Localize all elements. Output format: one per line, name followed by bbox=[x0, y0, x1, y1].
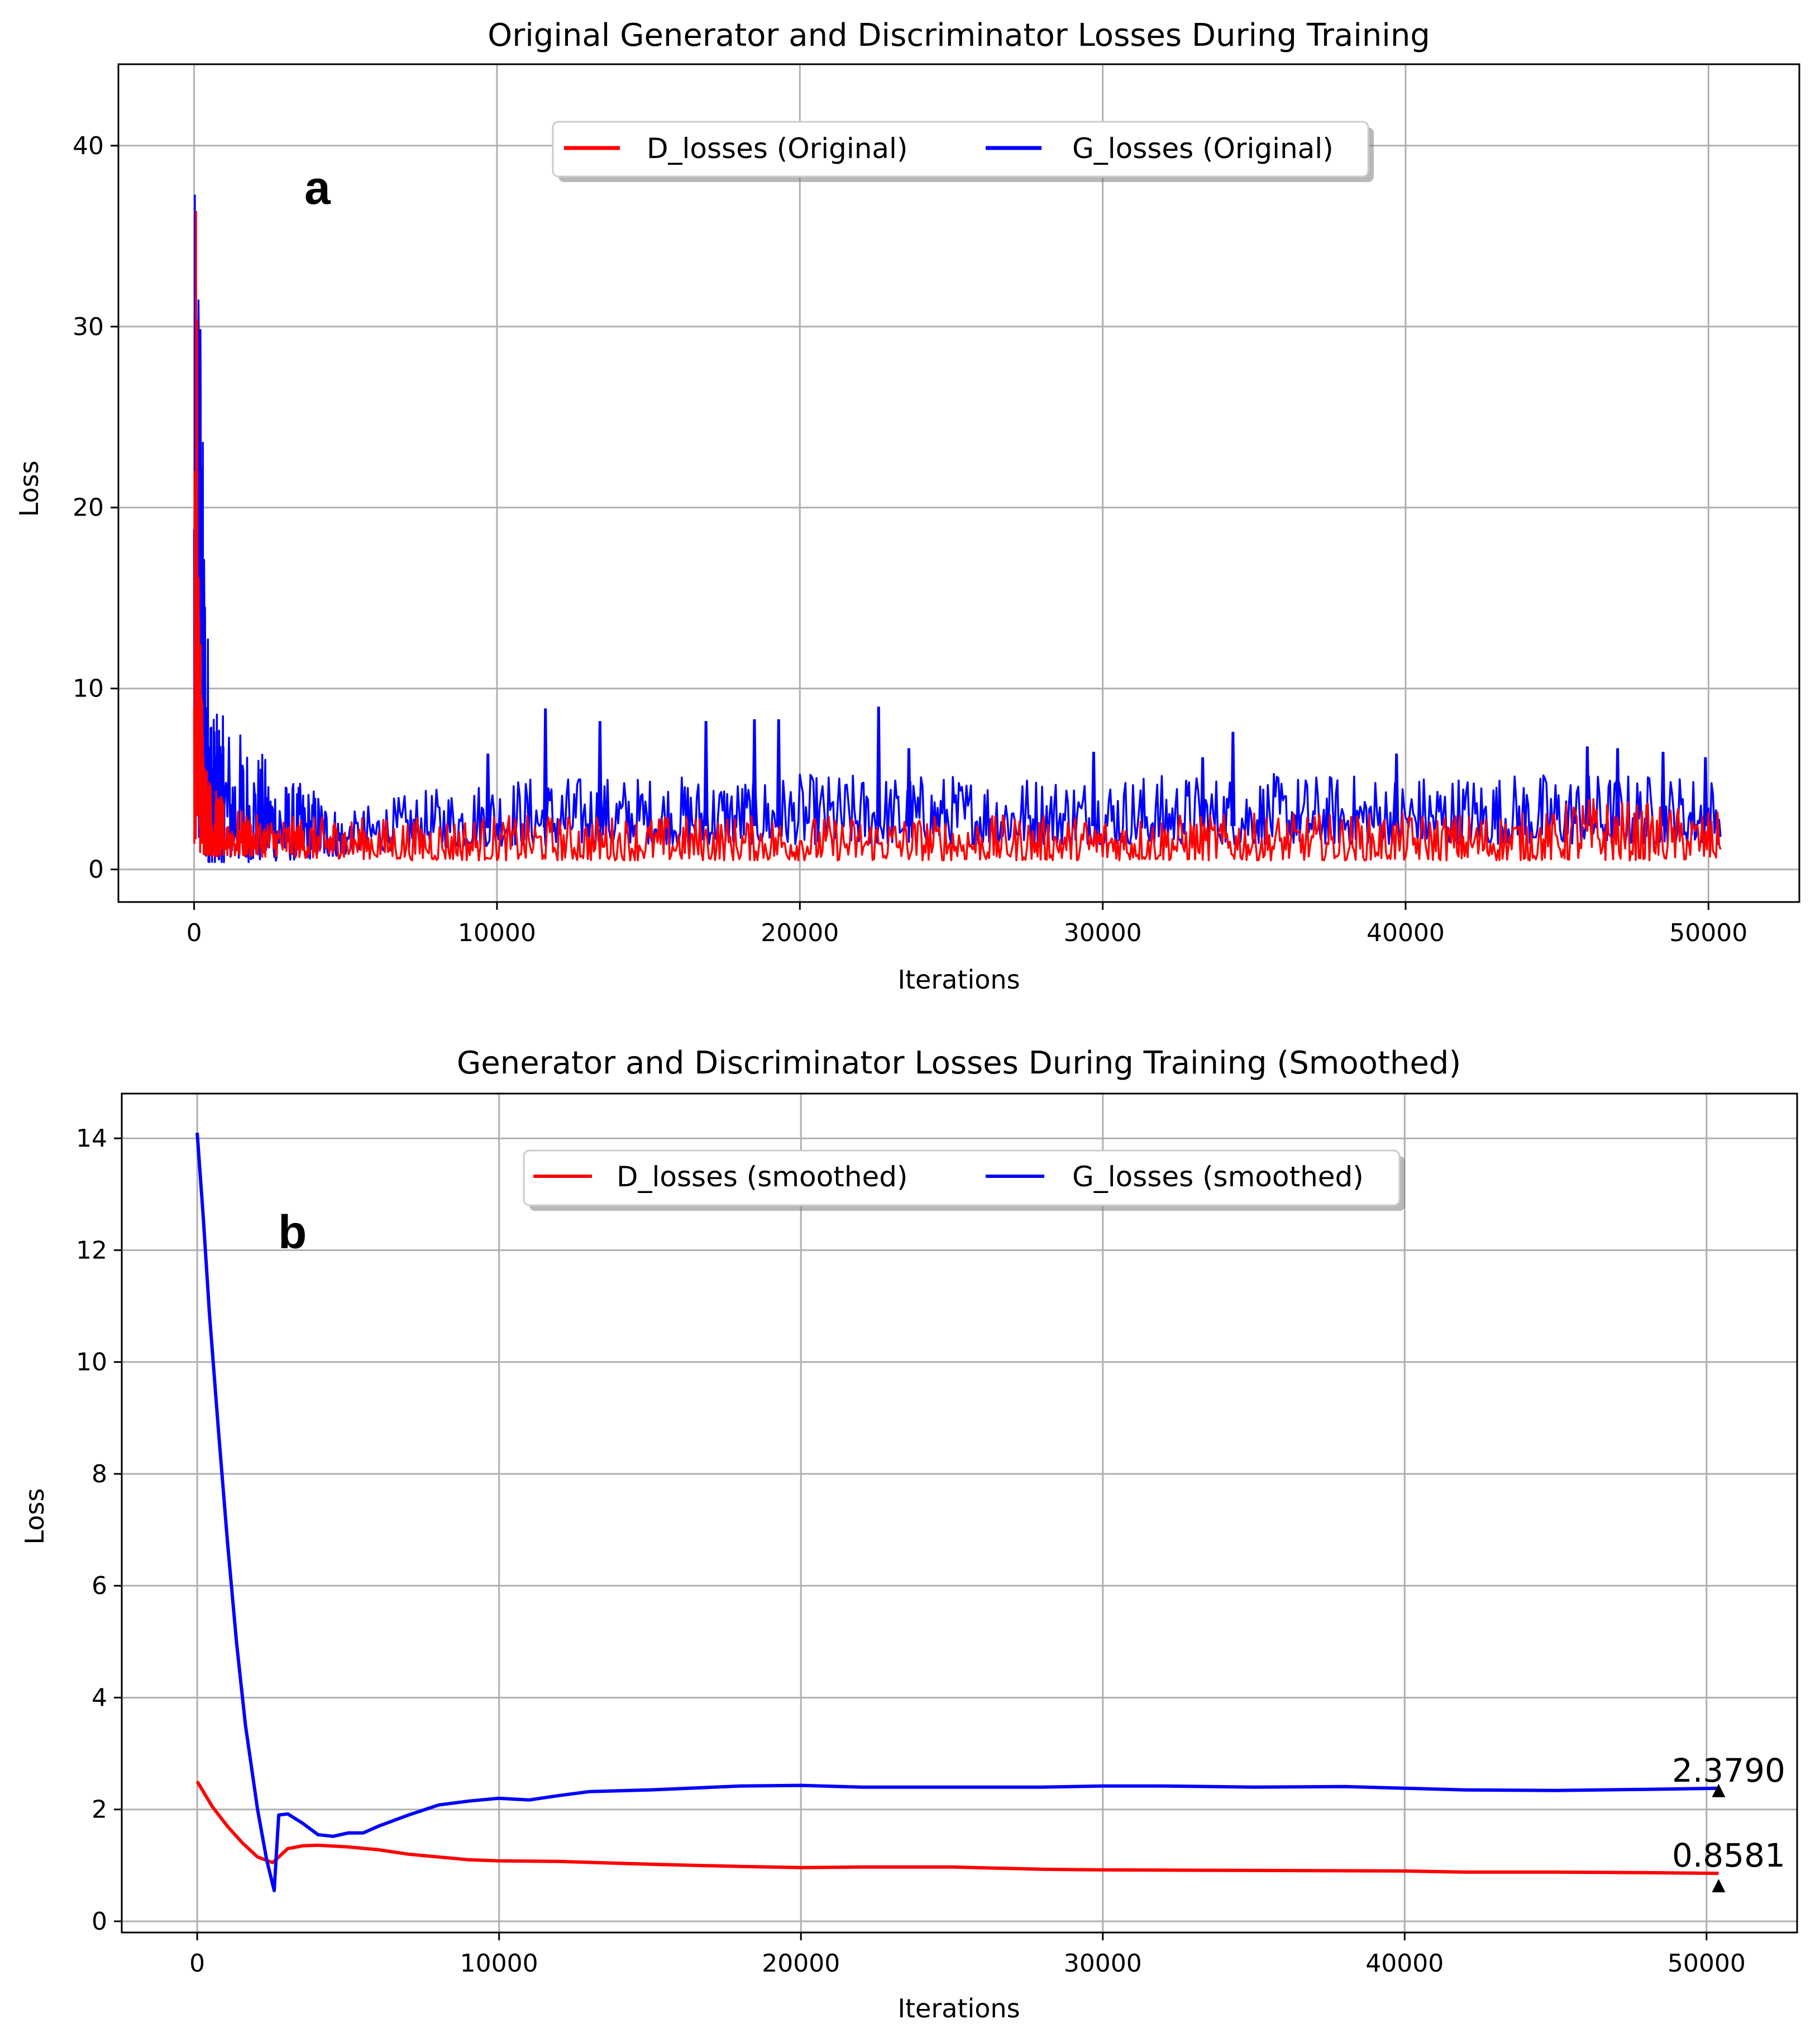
panel-b-x-tick-label: 10000 bbox=[460, 1949, 538, 1978]
panel-a-chart: Original Generator and Discriminator Los… bbox=[14, 17, 1800, 995]
g-loss-original-spike bbox=[752, 719, 757, 826]
panel-a-legend-g-label: G_losses (Original) bbox=[1072, 132, 1334, 165]
panel-a-legend-box bbox=[552, 121, 1369, 178]
panel-b-x-tick-label: 20000 bbox=[762, 1949, 840, 1978]
panel-b-y-tick-labels: 0 2 4 6 8 10 12 14 bbox=[76, 1124, 107, 1936]
panel-b-series bbox=[195, 1132, 1719, 1892]
panel-b-ticks bbox=[114, 1137, 1708, 1940]
d-loss-original-line bbox=[193, 211, 1722, 862]
panel-a-y-axis-label: Loss bbox=[14, 461, 44, 517]
panel-a-x-tick-label: 50000 bbox=[1669, 919, 1747, 947]
g-loss-original-spike bbox=[1703, 757, 1708, 826]
g-loss-original-spike bbox=[703, 720, 709, 826]
panel-b-plot-frame bbox=[121, 1092, 1798, 1934]
panel-b-x-axis-label: Iterations bbox=[897, 1993, 1020, 2024]
panel-b-y-tick-label: 14 bbox=[76, 1124, 107, 1153]
panel-b-y-tick-label: 8 bbox=[92, 1460, 107, 1488]
panel-b-annotations: 2.3790 0.8581 bbox=[1672, 1752, 1785, 1893]
panel-b-chart: Generator and Discriminator Losses Durin… bbox=[20, 1045, 1798, 2024]
panel-b-x-tick-label: 30000 bbox=[1064, 1949, 1142, 1978]
panel-b-y-tick-label: 6 bbox=[92, 1572, 107, 1600]
g-loss-original-line bbox=[193, 194, 1722, 863]
d-final-value-annotation: 0.8581 bbox=[1672, 1836, 1785, 1874]
panel-b-legend-d-label: D_losses (smoothed) bbox=[617, 1161, 908, 1193]
panel-a-x-axis-label: Iterations bbox=[897, 965, 1020, 995]
g-loss-original-spike bbox=[543, 708, 548, 828]
panel-a-x-tick-label: 40000 bbox=[1367, 919, 1445, 947]
panel-b-legend-box bbox=[523, 1149, 1401, 1206]
g-loss-original-spike bbox=[1091, 752, 1097, 826]
g-loss-original-spike bbox=[1200, 757, 1206, 826]
panel-a-series bbox=[193, 194, 1722, 863]
g-final-value-annotation: 2.3790 bbox=[1672, 1752, 1785, 1790]
panel-a-x-tick-label: 10000 bbox=[458, 919, 536, 947]
panel-a-letter: a bbox=[304, 161, 331, 214]
g-loss-original-spike bbox=[776, 719, 781, 826]
g-loss-smoothed-line bbox=[195, 1132, 1719, 1892]
panel-b-y-tick-label: 2 bbox=[92, 1796, 107, 1824]
panel-a-x-tick-label: 30000 bbox=[1064, 919, 1142, 947]
panel-b-y-tick-label: 4 bbox=[92, 1683, 107, 1712]
panel-b-x-tick-label: 0 bbox=[189, 1949, 205, 1978]
panel-a-plot-frame bbox=[117, 63, 1800, 903]
panel-a-y-tick-label: 40 bbox=[73, 132, 104, 160]
g-loss-original-spike bbox=[876, 707, 881, 826]
panel-b-x-tick-labels: 0 10000 20000 30000 40000 50000 bbox=[189, 1949, 1746, 1978]
panel-b-y-axis-label: Loss bbox=[20, 1488, 50, 1545]
panel-b-y-tick-label: 12 bbox=[76, 1236, 107, 1264]
panel-b-letter: b bbox=[278, 1206, 307, 1258]
g-loss-original-spike bbox=[1230, 732, 1236, 826]
final-value-marker bbox=[1712, 1879, 1726, 1893]
panel-b-grid bbox=[122, 1094, 1797, 1932]
final-value-marker bbox=[1712, 1783, 1726, 1797]
panel-a-title: Original Generator and Discriminator Los… bbox=[488, 17, 1430, 54]
panel-b-y-tick-label: 0 bbox=[92, 1907, 107, 1936]
g-loss-original-spike bbox=[597, 720, 603, 827]
panel-a-ticks bbox=[111, 145, 1709, 910]
panel-b-legend-g-label: G_losses (smoothed) bbox=[1072, 1161, 1364, 1193]
panel-a-x-tick-label: 20000 bbox=[761, 919, 839, 947]
g-loss-original-spike bbox=[485, 753, 491, 828]
panel-a-x-tick-label: 0 bbox=[187, 919, 202, 947]
panel-a-y-tick-label: 30 bbox=[73, 313, 104, 341]
panel-a-y-tick-label: 0 bbox=[88, 856, 104, 884]
panel-b-title: Generator and Discriminator Losses Durin… bbox=[457, 1045, 1461, 1081]
panel-a-x-tick-labels: 0 10000 20000 30000 40000 50000 bbox=[187, 919, 1748, 947]
panel-b-legend: D_losses (smoothed) G_losses (smoothed) bbox=[523, 1149, 1405, 1211]
panel-b-x-tick-label: 40000 bbox=[1365, 1949, 1444, 1978]
panel-a-legend-d-label: D_losses (Original) bbox=[647, 132, 907, 165]
panel-a-legend: D_losses (Original) G_losses (Original) bbox=[552, 121, 1374, 182]
panel-b-x-tick-label: 50000 bbox=[1668, 1949, 1746, 1978]
panel-a-y-tick-label: 20 bbox=[73, 494, 104, 522]
panel-b-y-tick-label: 10 bbox=[76, 1348, 107, 1377]
panel-a-y-tick-label: 10 bbox=[73, 675, 104, 703]
panel-a-y-tick-labels: 0 10 20 30 40 bbox=[73, 132, 104, 884]
